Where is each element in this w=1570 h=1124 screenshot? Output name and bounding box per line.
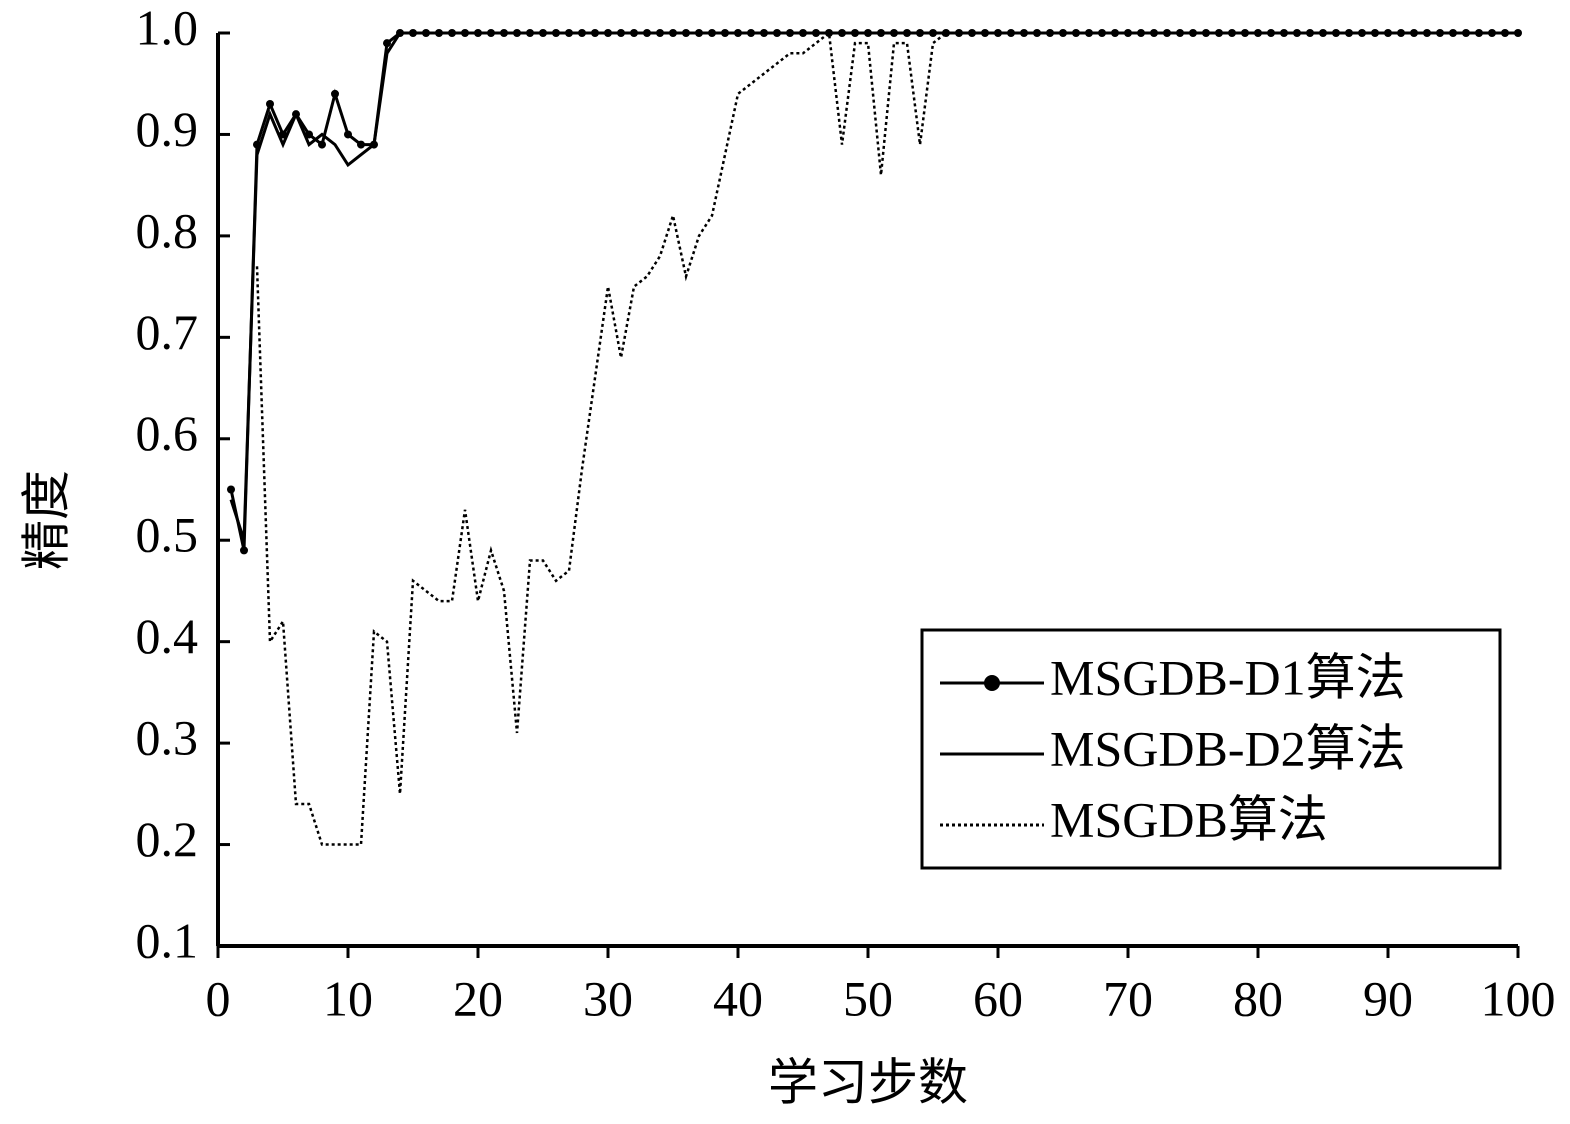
y-tick-label: 1.0 bbox=[136, 0, 199, 55]
point bbox=[240, 546, 248, 555]
x-tick-label: 80 bbox=[1233, 970, 1283, 1026]
x-tick-label: 60 bbox=[973, 970, 1023, 1026]
point bbox=[344, 130, 352, 139]
y-tick-label: 0.8 bbox=[136, 202, 199, 258]
y-tick-label: 0.2 bbox=[136, 811, 199, 867]
legend-label: MSGDB-D1算法 bbox=[1050, 649, 1406, 705]
x-tick-label: 70 bbox=[1103, 970, 1153, 1026]
legend-marker bbox=[984, 675, 1000, 691]
point bbox=[266, 100, 274, 109]
y-tick-label: 0.5 bbox=[136, 507, 199, 563]
x-tick-label: 40 bbox=[713, 970, 763, 1026]
series-line bbox=[255, 30, 1518, 846]
point bbox=[227, 485, 235, 494]
x-tick-label: 10 bbox=[323, 970, 373, 1026]
x-axis-label: 学习步数 bbox=[768, 1054, 968, 1110]
x-tick-label: 50 bbox=[843, 970, 893, 1026]
y-tick-label: 0.3 bbox=[136, 710, 199, 766]
point bbox=[383, 39, 391, 48]
legend-label: MSGDB-D2算法 bbox=[1050, 720, 1406, 776]
legend: MSGDB-D1算法 MSGDB-D2算法 MSGDB算法 bbox=[920, 628, 1502, 870]
point bbox=[331, 89, 339, 98]
series-line bbox=[229, 31, 1518, 551]
x-tick-label: 90 bbox=[1363, 970, 1413, 1026]
y-tick-label: 0.4 bbox=[136, 608, 199, 664]
x-tick-label: 0 bbox=[206, 970, 231, 1026]
series-line bbox=[229, 31, 1518, 541]
point bbox=[357, 140, 365, 149]
x-tick-label: 100 bbox=[1481, 970, 1556, 1026]
x-tick-label: 30 bbox=[583, 970, 633, 1026]
point bbox=[318, 140, 326, 149]
x-tick-label: 20 bbox=[453, 970, 503, 1026]
legend-label: MSGDB算法 bbox=[1050, 791, 1328, 847]
y-tick-label: 0.6 bbox=[136, 405, 199, 461]
y-tick-label: 0.7 bbox=[136, 304, 199, 360]
y-axis-label: 精度 bbox=[18, 470, 74, 570]
legend-box bbox=[920, 628, 1502, 870]
y-tick-label: 0.9 bbox=[136, 101, 199, 157]
y-tick-label: 0.1 bbox=[136, 912, 199, 968]
